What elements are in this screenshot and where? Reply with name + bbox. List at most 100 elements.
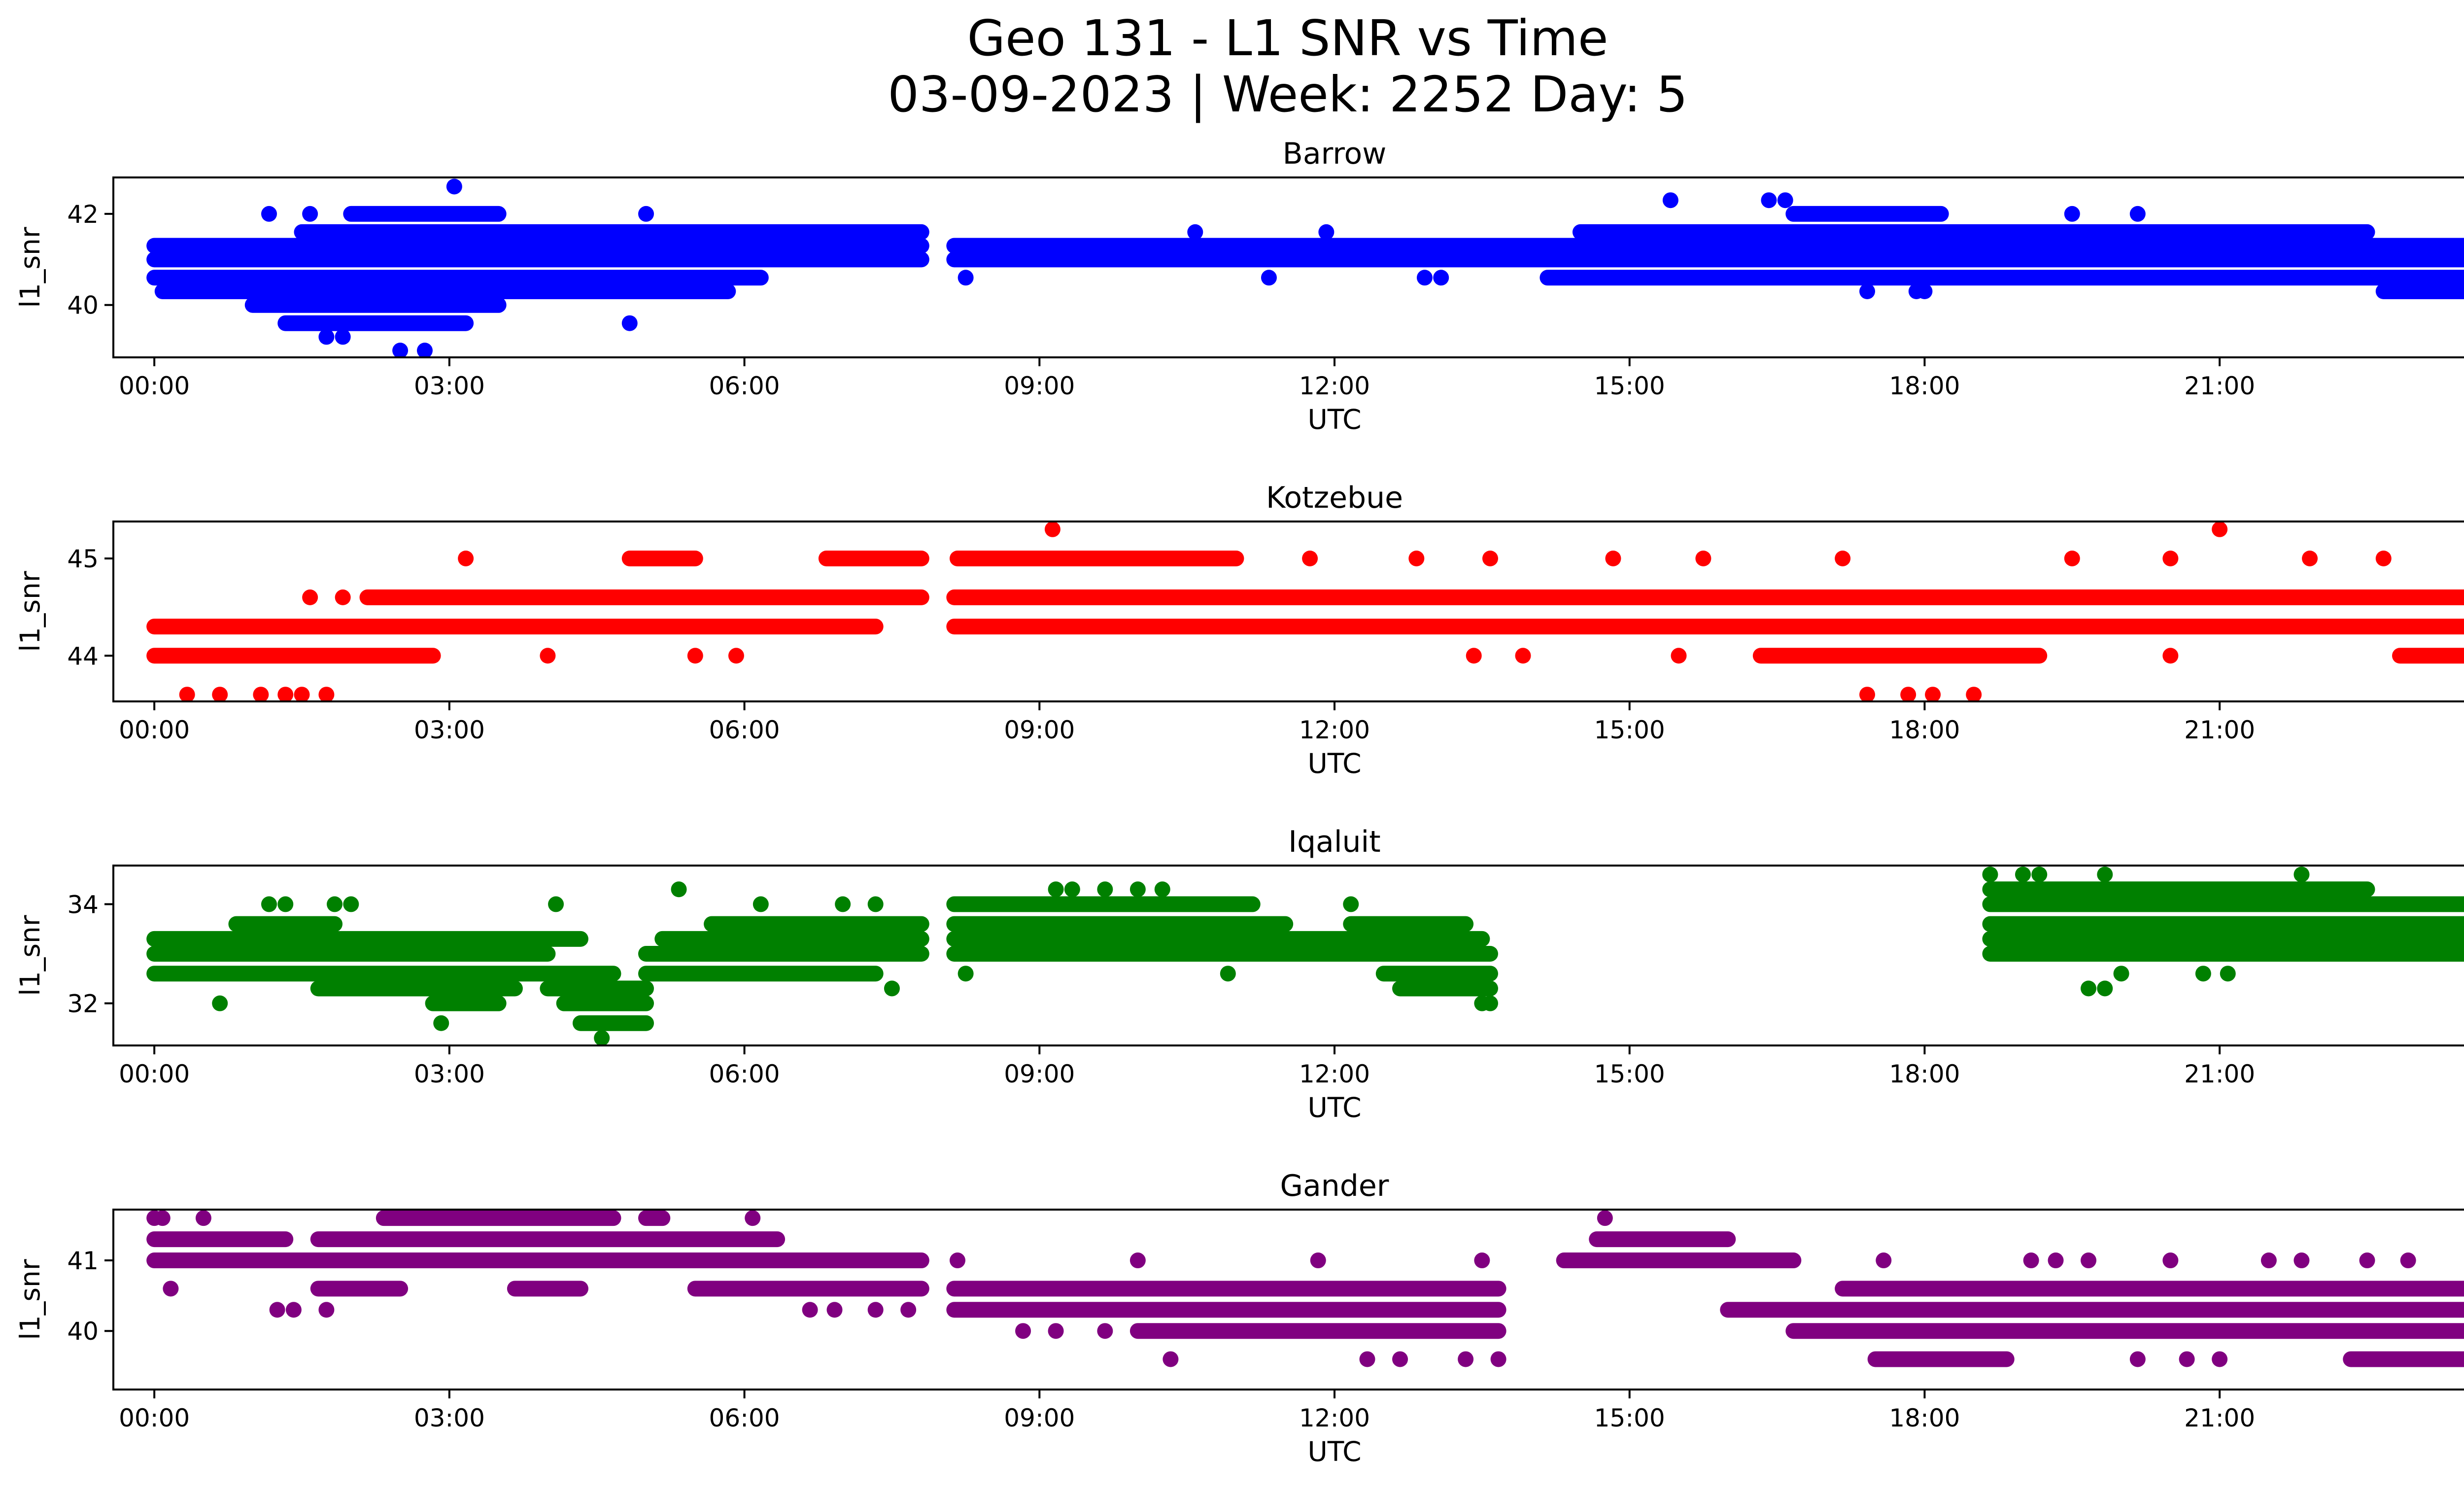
subplot-barrow: Barrow 00:00 03:00 06:00 09:00 12:00 15:00 18:0… (14, 137, 2464, 435)
scatter-point-band (638, 945, 929, 962)
y-tick-label: 45 (67, 545, 99, 573)
scatter-point (1761, 192, 1777, 209)
scatter-point (1490, 1351, 1506, 1367)
scatter-point (1900, 687, 1916, 701)
scatter-point-band (1752, 648, 2048, 664)
scatter-point (154, 1210, 171, 1226)
x-tick-label: 00:00 (119, 372, 190, 400)
scatter-point (2129, 206, 2146, 222)
scatter-point (2293, 867, 2310, 883)
scatter-point (335, 589, 351, 605)
y-tick-label: 34 (67, 890, 99, 919)
scatter-point (802, 1302, 818, 1318)
scatter-point (433, 1015, 449, 1031)
scatter-point (2113, 966, 2129, 982)
scatter-point-band (1392, 980, 1498, 997)
scatter-point (2023, 1252, 2039, 1269)
scatter-point (958, 966, 974, 982)
scatter-point (1048, 1323, 1064, 1339)
x-tick-label: 06:00 (709, 372, 780, 400)
scatter-point (2097, 867, 2113, 883)
x-tick-label: 15:00 (1594, 372, 1665, 400)
scatter-point (212, 687, 228, 701)
scatter-point-band (294, 224, 929, 240)
subplot-title-gander: Gander (1280, 1169, 1389, 1203)
scatter-point (2015, 867, 2031, 883)
scatter-point (1597, 1210, 1613, 1226)
scatter-point (261, 206, 277, 222)
scatter-point-band (704, 916, 929, 932)
scatter-point (2260, 1252, 2277, 1269)
scatter-point (2031, 867, 2048, 883)
x-tick-label: 06:00 (709, 716, 780, 744)
scatter-point (1482, 550, 1498, 566)
scatter-point (2064, 550, 2080, 566)
scatter-point (2179, 1351, 2195, 1367)
scatter-point-band (1982, 881, 2375, 898)
scatter-point (1662, 192, 1678, 209)
scatter-point-band (425, 995, 507, 1011)
scatter-point-band (1982, 945, 2464, 962)
scatter-point (392, 343, 409, 357)
scatter-point (1359, 1351, 1375, 1367)
x-tick-label: 21:00 (2184, 372, 2255, 400)
scatter-point (594, 1030, 610, 1045)
scatter-point (1220, 966, 1236, 982)
scatter-point-band (946, 619, 2464, 635)
x-tick-label: 03:00 (414, 372, 485, 400)
scatter-point (318, 329, 335, 345)
scatter-point (1408, 550, 1425, 566)
scatter-point (548, 896, 564, 912)
scatter-point (2048, 1252, 2064, 1269)
scatter-point (285, 1302, 302, 1318)
scatter-point (2359, 1252, 2375, 1269)
scatter-point-band (654, 931, 929, 947)
scatter-point-band (1343, 916, 1474, 932)
scatter-point (1433, 270, 1449, 286)
x-axis-label: UTC (1307, 1436, 1361, 1467)
scatter-point (261, 896, 277, 912)
scatter-point (163, 1281, 179, 1297)
scatter-point-band (946, 896, 1261, 912)
scatter-point-band (1572, 224, 2375, 240)
scatter-point-band (946, 931, 1490, 947)
scatter-point-band (310, 980, 523, 997)
scatter-series-iqaluit (146, 867, 2464, 1045)
scatter-point (2212, 522, 2228, 537)
y-tick-label: 32 (67, 990, 99, 1018)
scatter-point-band (146, 1252, 929, 1269)
scatter-point-band (146, 1231, 294, 1248)
x-axis-label: UTC (1307, 1092, 1361, 1123)
scatter-point (1187, 224, 1203, 240)
scatter-point (1859, 283, 1876, 300)
x-tick-label: 03:00 (414, 1060, 485, 1088)
x-tick-label: 00:00 (119, 716, 190, 744)
scatter-point-band (1129, 1323, 1506, 1339)
x-tick-label: 12:00 (1299, 372, 1370, 400)
scatter-point (1154, 881, 1170, 898)
subplot-title-kotzebue: Kotzebue (1266, 481, 1403, 515)
scatter-point (2302, 550, 2318, 566)
x-tick-label: 15:00 (1594, 1060, 1665, 1088)
scatter-point (1515, 648, 1531, 664)
x-tick-label: 18:00 (1889, 1404, 1960, 1432)
scatter-point-band (277, 315, 474, 331)
x-tick-label: 09:00 (1004, 372, 1075, 400)
scatter-point (867, 1302, 884, 1318)
scatter-point (1876, 1252, 1892, 1269)
scatter-point (2375, 550, 2392, 566)
scatter-point (1474, 1252, 1490, 1269)
scatter-point (1015, 1323, 1031, 1339)
scatter-point (1925, 687, 1941, 701)
scatter-point (2400, 1252, 2416, 1269)
scatter-point (446, 178, 462, 195)
scatter-point (621, 315, 638, 331)
scatter-point-band (2375, 283, 2464, 300)
scatter-point (1163, 1351, 1179, 1367)
scatter-point (835, 896, 851, 912)
scatter-point (1416, 270, 1433, 286)
chart-suptitle-line1: Geo 131 - L1 SNR vs Time (967, 9, 1608, 67)
scatter-point (302, 206, 318, 222)
scatter-point (1466, 648, 1482, 664)
